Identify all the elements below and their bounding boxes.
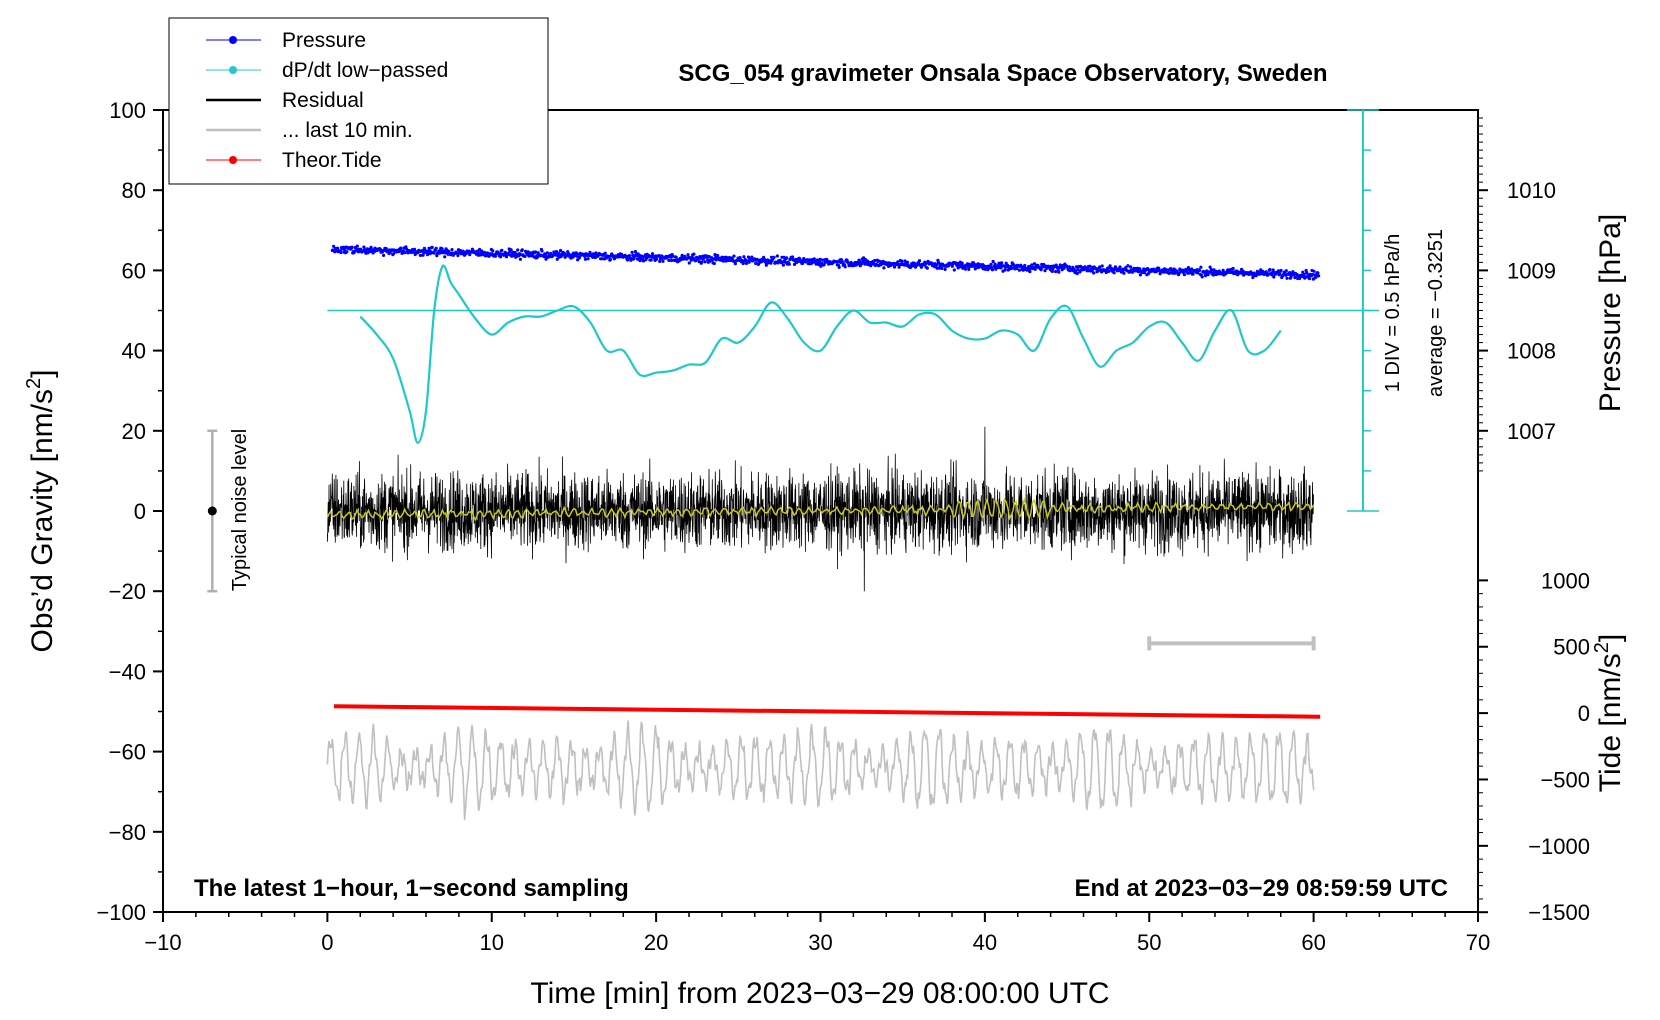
y-left-tick-label: −20 [109,579,146,604]
legend-marker [229,36,237,44]
pressure-scale-average-label: average = −0.3251 [1425,229,1447,397]
legend-marker [229,66,237,74]
pressure-tick-label: 1007 [1507,419,1556,444]
x-axis-label: Time [min] from 2023−03−29 08:00:00 UTC [530,977,1109,1010]
tide-tick-label: 1000 [1541,568,1590,593]
y-left-tick-label: 80 [122,178,146,203]
footer-left: The latest 1−hour, 1−second sampling [194,875,629,902]
y-axis-label-tide: Tide [nm/s2] [1591,634,1627,792]
y-left-tick-label: −80 [109,820,146,845]
y-left-tick-label: 100 [109,98,146,123]
y-left-tick-label: 20 [122,419,146,444]
x-tick-label: −10 [144,930,181,955]
legend: Pressure dP/dt low−passed Residual ... last… [168,17,549,185]
last10-series-line [326,720,1315,821]
pressure-tick-label: 1010 [1507,178,1556,203]
legend-label: Theor.Tide [282,149,382,172]
tide-series-line [333,704,1321,719]
legend-label: ... last 10 min. [282,119,413,142]
y-left-tick-label: 0 [134,499,146,524]
x-tick-label: 0 [321,930,333,955]
x-tick-label: 30 [808,930,832,955]
chart-title: SCG_054 gravimeter Onsala Space Observat… [678,60,1327,87]
y-left-tick-label: 60 [122,258,146,283]
residual-series-line [327,426,1314,592]
footer-right: End at 2023−03−29 08:59:59 UTC [1074,875,1448,902]
x-tick-label: 40 [973,930,997,955]
y-left-tick-label: 40 [122,339,146,364]
y-left-tick-label: −100 [96,900,146,925]
y-left-tick-label: −60 [109,740,146,765]
x-tick-label: 10 [480,930,504,955]
y-left-tick-label: −40 [109,659,146,684]
tick-layer: −10 0 10 20 30 40 50 60 70−100−80−60−40−20020406… [96,98,1590,955]
y-axis-label-left: Obs’d Gravity [nm/s2] [23,370,59,653]
legend-items: Pressure dP/dt low−passed Residual ... last… [206,29,448,172]
dpdt-series-line [359,264,1282,444]
y-axis-label-pressure: Pressure [hPa] [1594,214,1627,412]
series-layer [207,109,1379,821]
noise-level-label: Typical noise level [229,429,251,591]
legend-label: Pressure [282,29,366,52]
x-tick-label: 60 [1301,930,1325,955]
x-tick-label: 70 [1466,930,1490,955]
tide-tick-label: −1500 [1528,900,1590,925]
x-tick-label: 20 [644,930,668,955]
tide-tick-label: −500 [1540,767,1590,792]
tide-tick-label: 500 [1553,635,1590,660]
pressure-scale-div-label: 1 DIV = 0.5 hPa/h [1382,234,1404,392]
tide-tick-label: −1000 [1528,834,1590,859]
noise-bar-center-dot [207,506,217,516]
residual-smoothed-line [326,497,1315,522]
pressure-tick-label: 1008 [1507,339,1556,364]
pressure-series-points [330,244,1321,281]
pressure-tick-label: 1009 [1507,258,1556,283]
x-tick-label: 50 [1137,930,1161,955]
tide-tick-label: 0 [1578,701,1590,726]
legend-marker [229,156,237,164]
legend-label: dP/dt low−passed [282,59,448,82]
legend-label: Residual [282,89,364,112]
